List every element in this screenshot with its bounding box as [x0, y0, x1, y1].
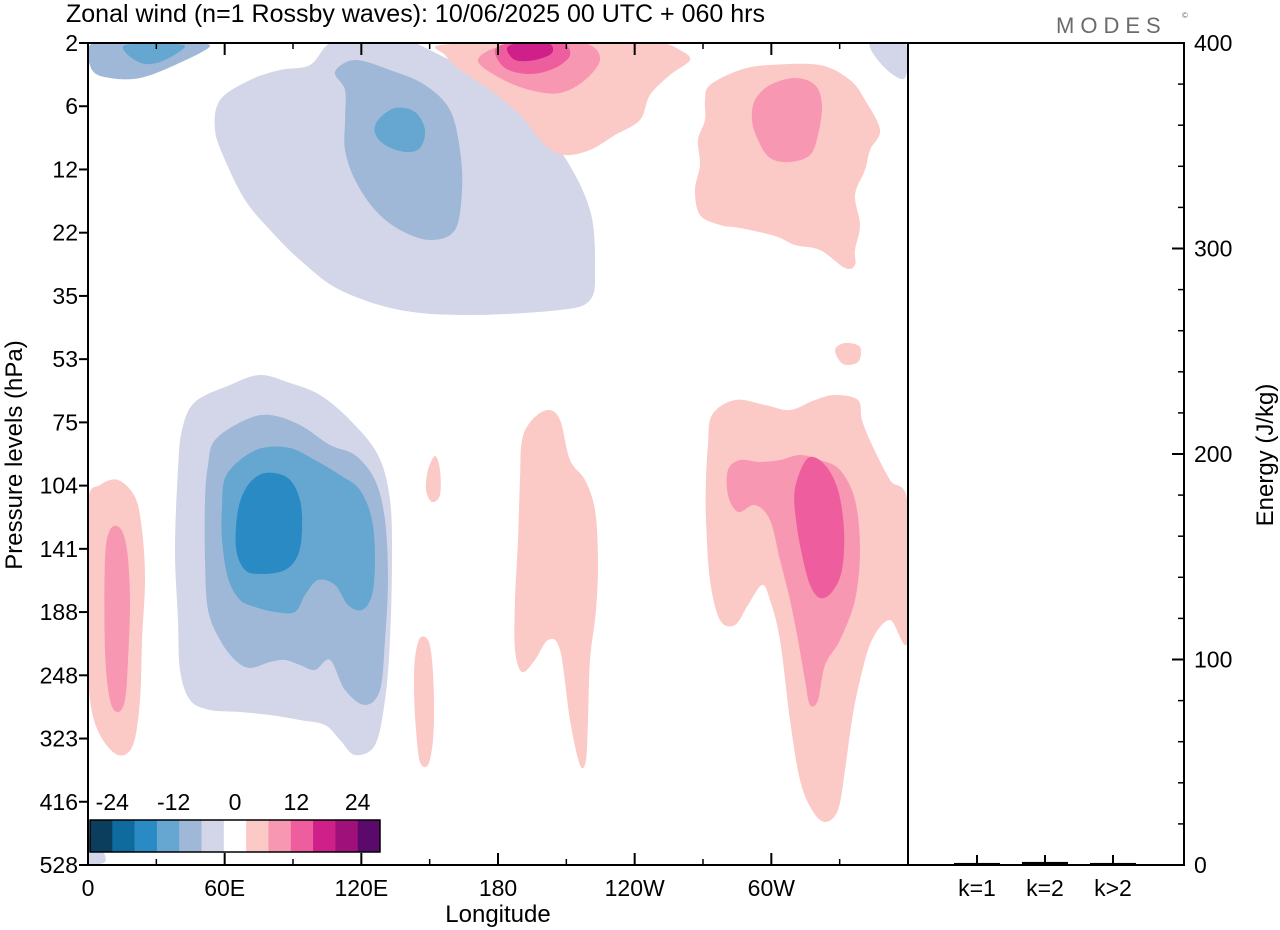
y-tick-label: 188 [40, 599, 78, 625]
contour-region [413, 636, 435, 768]
colorbar: -24 -12 0 12 24 [89, 789, 381, 853]
contour-region [104, 525, 131, 712]
contour-layer [88, 43, 908, 865]
colorbar-swatch [112, 820, 135, 852]
contour-region [695, 63, 881, 270]
contour-region [235, 472, 303, 575]
energy-frame [907, 42, 1185, 866]
contour-region [425, 456, 441, 503]
colorbar-swatch [290, 820, 314, 852]
colorbar-swatch [90, 820, 113, 852]
colorbar-swatch [313, 820, 336, 852]
y-axis-label: Pressure levels (hPa) [1, 340, 28, 569]
contour-region [374, 107, 426, 153]
colorbar-swatch [223, 820, 247, 852]
y-axis: 2 6 12 22 35 53 75 104 141 188 248 323 416 528 [40, 30, 88, 878]
energy-x-tick-label: k=1 [958, 875, 996, 901]
energy-y-tick-label: 200 [1194, 441, 1232, 467]
colorbar-swatch [246, 820, 269, 852]
contour-region [834, 342, 862, 365]
colorbar-tick-label: 12 [284, 789, 310, 815]
x-tick-label: 120W [605, 875, 665, 901]
contour-region [869, 43, 908, 80]
y-tick-label: 141 [40, 536, 78, 562]
energy-y-tick-label: 400 [1194, 30, 1232, 56]
colorbar-tick-label: -24 [96, 789, 129, 815]
y-tick-label: 528 [40, 852, 78, 878]
y-tick-label: 12 [52, 156, 78, 182]
y-tick-label: 22 [52, 220, 78, 246]
colorbar-swatch [134, 820, 158, 852]
colorbar-swatch [201, 820, 225, 852]
x-tick-label: 120E [334, 875, 388, 901]
energy-y-axis: 0 100 200 300 400 [1172, 30, 1232, 878]
x-tick-label: 0 [82, 875, 95, 901]
y-tick-label: 323 [40, 726, 78, 752]
colorbar-swatch [357, 820, 381, 852]
y-tick-label: 75 [52, 409, 78, 435]
x-axis: 0 60E 120E 180 120W 60W [82, 43, 841, 901]
colorbar-swatch [335, 820, 358, 852]
energy-x-tick-label: k=2 [1026, 875, 1064, 901]
colorbar-swatch [156, 820, 180, 852]
energy-axis-label: Energy (J/kg) [1252, 384, 1279, 527]
y-tick-label: 248 [40, 662, 78, 688]
colorbar-tick-label: 0 [229, 789, 242, 815]
contour-region [514, 410, 599, 769]
modes-logo: MODES [1056, 13, 1167, 38]
y-tick-label: 104 [40, 473, 79, 499]
x-tick-label: 180 [479, 875, 517, 901]
y-tick-label: 35 [52, 283, 78, 309]
chart-title: Zonal wind (n=1 Rossby waves): 10/06/202… [66, 0, 765, 28]
energy-y-tick-label: 0 [1194, 852, 1207, 878]
energy-y-tick-label: 100 [1194, 647, 1232, 673]
x-tick-label: 60W [748, 875, 796, 901]
x-tick-label: 60E [204, 875, 245, 901]
energy-x-tick-label: k>2 [1094, 875, 1132, 901]
contour-region [506, 43, 554, 62]
colorbar-tick-label: -12 [157, 789, 190, 815]
colorbar-swatch [179, 820, 202, 852]
colorbar-tick-label: 24 [345, 789, 371, 815]
contour-region [751, 78, 823, 163]
contour-region [122, 43, 186, 65]
energy-x-axis: k=1 k=2 k>2 [958, 855, 1132, 901]
energy-panel: k=1 k=2 k>2 0 100 200 300 400 Energy (J/kg) [907, 30, 1279, 901]
heatmap-panel: -24 -12 0 12 24 0 60E 120E 180 120W 60W 2 6 12 22 35 5… [1, 30, 909, 928]
colorbar-frame [89, 819, 381, 853]
y-tick-label: 2 [65, 30, 78, 56]
y-tick-label: 53 [52, 346, 78, 372]
x-axis-label: Longitude [445, 901, 550, 928]
y-tick-label: 6 [65, 93, 78, 119]
y-tick-label: 416 [40, 789, 78, 815]
colorbar-swatch [268, 820, 292, 852]
contour-region [794, 456, 845, 599]
copyright-mark: © [1182, 11, 1188, 20]
energy-y-tick-label: 300 [1194, 236, 1232, 262]
